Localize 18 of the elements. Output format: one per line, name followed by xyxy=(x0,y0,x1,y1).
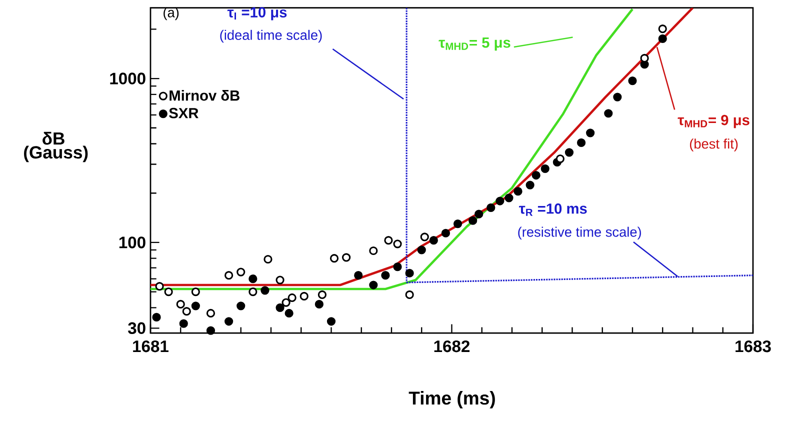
annotation: (best fit) xyxy=(690,138,738,152)
text: τ$_{R}$ =10 ms xyxy=(518,203,587,216)
y-tick-label: 1000 xyxy=(110,72,146,84)
annotation: (ideal time scale) xyxy=(220,30,322,43)
y-axis-title: δB (Gauss) xyxy=(24,132,88,162)
x-tick-label: 1681 xyxy=(133,340,168,352)
legend-label: Mirnov δB xyxy=(170,90,240,101)
x-axis-title: Time (ms) xyxy=(408,391,495,408)
annotation: (a) xyxy=(164,7,179,20)
x-tick-label: 1683 xyxy=(736,340,771,352)
text: τ$_{MHD}$= 5 μs xyxy=(438,38,510,51)
text: τ$_{MHD}$= 9 μs xyxy=(678,114,750,128)
annotation: (resistive time scale) xyxy=(518,226,641,240)
x-tick-label: 1682 xyxy=(434,340,470,352)
y-tick-label: 100 xyxy=(119,236,146,248)
text: τ$_{I}$ =10 μs xyxy=(227,7,287,20)
y-tick-label: 30 xyxy=(128,322,146,334)
legend-label: SXR xyxy=(169,108,198,118)
